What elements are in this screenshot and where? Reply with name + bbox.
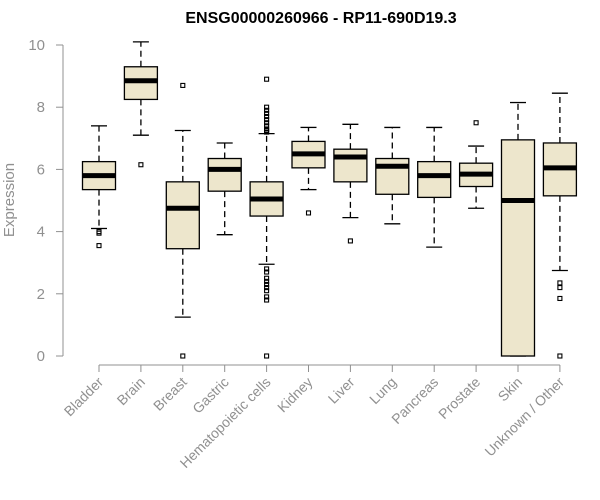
iqr-box bbox=[165, 181, 200, 250]
outlier-point bbox=[557, 285, 563, 291]
outlier-point bbox=[305, 210, 312, 216]
outlier-point bbox=[264, 294, 270, 300]
outlier-point bbox=[347, 238, 353, 244]
x-tick-label: Skin bbox=[495, 374, 526, 405]
y-tick-label: 10 bbox=[28, 37, 45, 54]
outlier-point bbox=[264, 110, 270, 116]
y-tick-label: 2 bbox=[37, 286, 45, 303]
outlier-point bbox=[264, 107, 270, 113]
outlier-point bbox=[264, 275, 270, 281]
x-tick-label: Lung bbox=[366, 374, 399, 407]
outlier-point bbox=[264, 104, 270, 110]
box-skin bbox=[500, 101, 536, 357]
outlier-point bbox=[264, 117, 270, 123]
outlier-point bbox=[264, 285, 270, 291]
x-tick-label: Unknown / Other bbox=[481, 374, 567, 460]
box-brain bbox=[123, 41, 159, 168]
box-unknown-other bbox=[542, 92, 578, 359]
y-tick-label: 0 bbox=[37, 348, 45, 365]
outlier-point bbox=[264, 129, 270, 135]
chart-title: ENSG00000260966 - RP11-690D19.3 bbox=[185, 10, 456, 27]
iqr-box bbox=[207, 157, 242, 192]
outlier-point bbox=[557, 353, 563, 359]
x-tick-label: Brain bbox=[114, 374, 148, 408]
x-tick-label: Pancreas bbox=[388, 374, 441, 427]
outlier-point bbox=[264, 266, 270, 272]
outlier-point bbox=[96, 243, 102, 249]
x-tick-label: Prostate bbox=[435, 374, 483, 422]
outlier-point bbox=[264, 269, 270, 275]
box-series bbox=[81, 41, 578, 359]
iqr-box bbox=[500, 139, 536, 357]
outlier-point bbox=[264, 281, 270, 288]
box-bladder bbox=[81, 125, 117, 249]
outlier-point bbox=[264, 353, 270, 359]
outlier-point bbox=[557, 280, 563, 286]
iqr-box bbox=[417, 160, 452, 199]
y-axis-label: Expression bbox=[1, 163, 18, 237]
x-tick-label: Breast bbox=[150, 374, 190, 414]
outlier-point bbox=[264, 278, 270, 284]
y-tick-label: 4 bbox=[37, 224, 45, 241]
outlier-point bbox=[180, 353, 186, 359]
x-tick-label: Kidney bbox=[274, 374, 316, 416]
box-breast bbox=[165, 82, 200, 359]
outlier-point bbox=[264, 120, 270, 126]
iqr-box bbox=[333, 148, 368, 183]
outlier-point bbox=[264, 288, 270, 294]
box-prostate bbox=[458, 120, 494, 209]
box-pancreas bbox=[417, 126, 452, 248]
outlier-point bbox=[96, 229, 102, 235]
outlier-point bbox=[180, 82, 186, 88]
y-tick-label: 8 bbox=[37, 99, 45, 116]
outlier-point bbox=[264, 123, 270, 129]
y-axis: 0 2 4 6 8 10 bbox=[28, 37, 64, 365]
outlier-point bbox=[557, 295, 563, 302]
outlier-point bbox=[138, 162, 144, 168]
outlier-point bbox=[473, 120, 479, 126]
box-liver bbox=[333, 123, 368, 244]
outlier-point bbox=[264, 113, 270, 120]
outlier-point bbox=[264, 76, 270, 82]
x-tick-label: Liver bbox=[325, 374, 358, 407]
y-tick-label: 6 bbox=[37, 161, 45, 178]
box-gastric bbox=[207, 142, 242, 236]
x-tick-label: Bladder bbox=[61, 374, 107, 420]
box-hematopoietic-cells bbox=[249, 76, 284, 359]
outlier-point bbox=[264, 297, 270, 303]
box-lung bbox=[375, 126, 410, 225]
box-kidney bbox=[291, 126, 326, 216]
